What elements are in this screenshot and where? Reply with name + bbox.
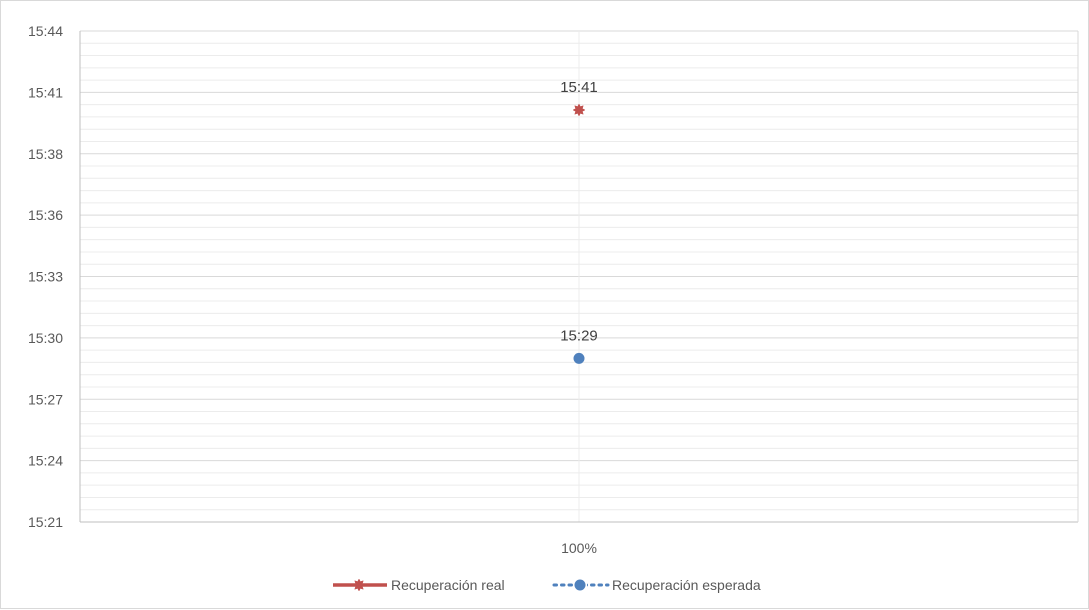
y-tick-label: 15:38: [28, 146, 63, 162]
data-point-real: [572, 103, 586, 117]
y-tick-label: 15:30: [28, 330, 63, 346]
axes: [79, 31, 1079, 523]
y-tick-label: 15:33: [28, 269, 63, 285]
y-axis-tick-labels: 15:44 15:41 15:38 15:36 15:33 15:30 15:27 15:24…: [28, 23, 63, 530]
series-markers: [572, 103, 586, 364]
legend-label-esperada: Recuperación esperada: [612, 577, 761, 593]
data-point-esperada: [573, 352, 585, 364]
legend-marker-esperada: [574, 579, 586, 591]
legend-marker-real: [352, 578, 366, 592]
x-axis-tick-labels: 100%: [561, 540, 597, 556]
y-tick-label: 15:27: [28, 391, 63, 407]
x-tick-label: 100%: [561, 540, 597, 556]
legend: Recuperación real Recuperación esperada: [333, 577, 761, 593]
y-tick-label: 15:36: [28, 207, 63, 223]
y-tick-label: 15:21: [28, 514, 63, 530]
y-tick-label: 15:44: [28, 23, 63, 39]
gridlines: [80, 30, 1078, 523]
legend-label-real: Recuperación real: [391, 577, 505, 593]
data-label: 15:29: [560, 327, 598, 344]
y-tick-label: 15:24: [28, 453, 63, 469]
data-labels: 15:41 15:29: [560, 79, 598, 344]
data-label: 15:41: [560, 79, 598, 96]
y-tick-label: 15:41: [28, 84, 63, 100]
